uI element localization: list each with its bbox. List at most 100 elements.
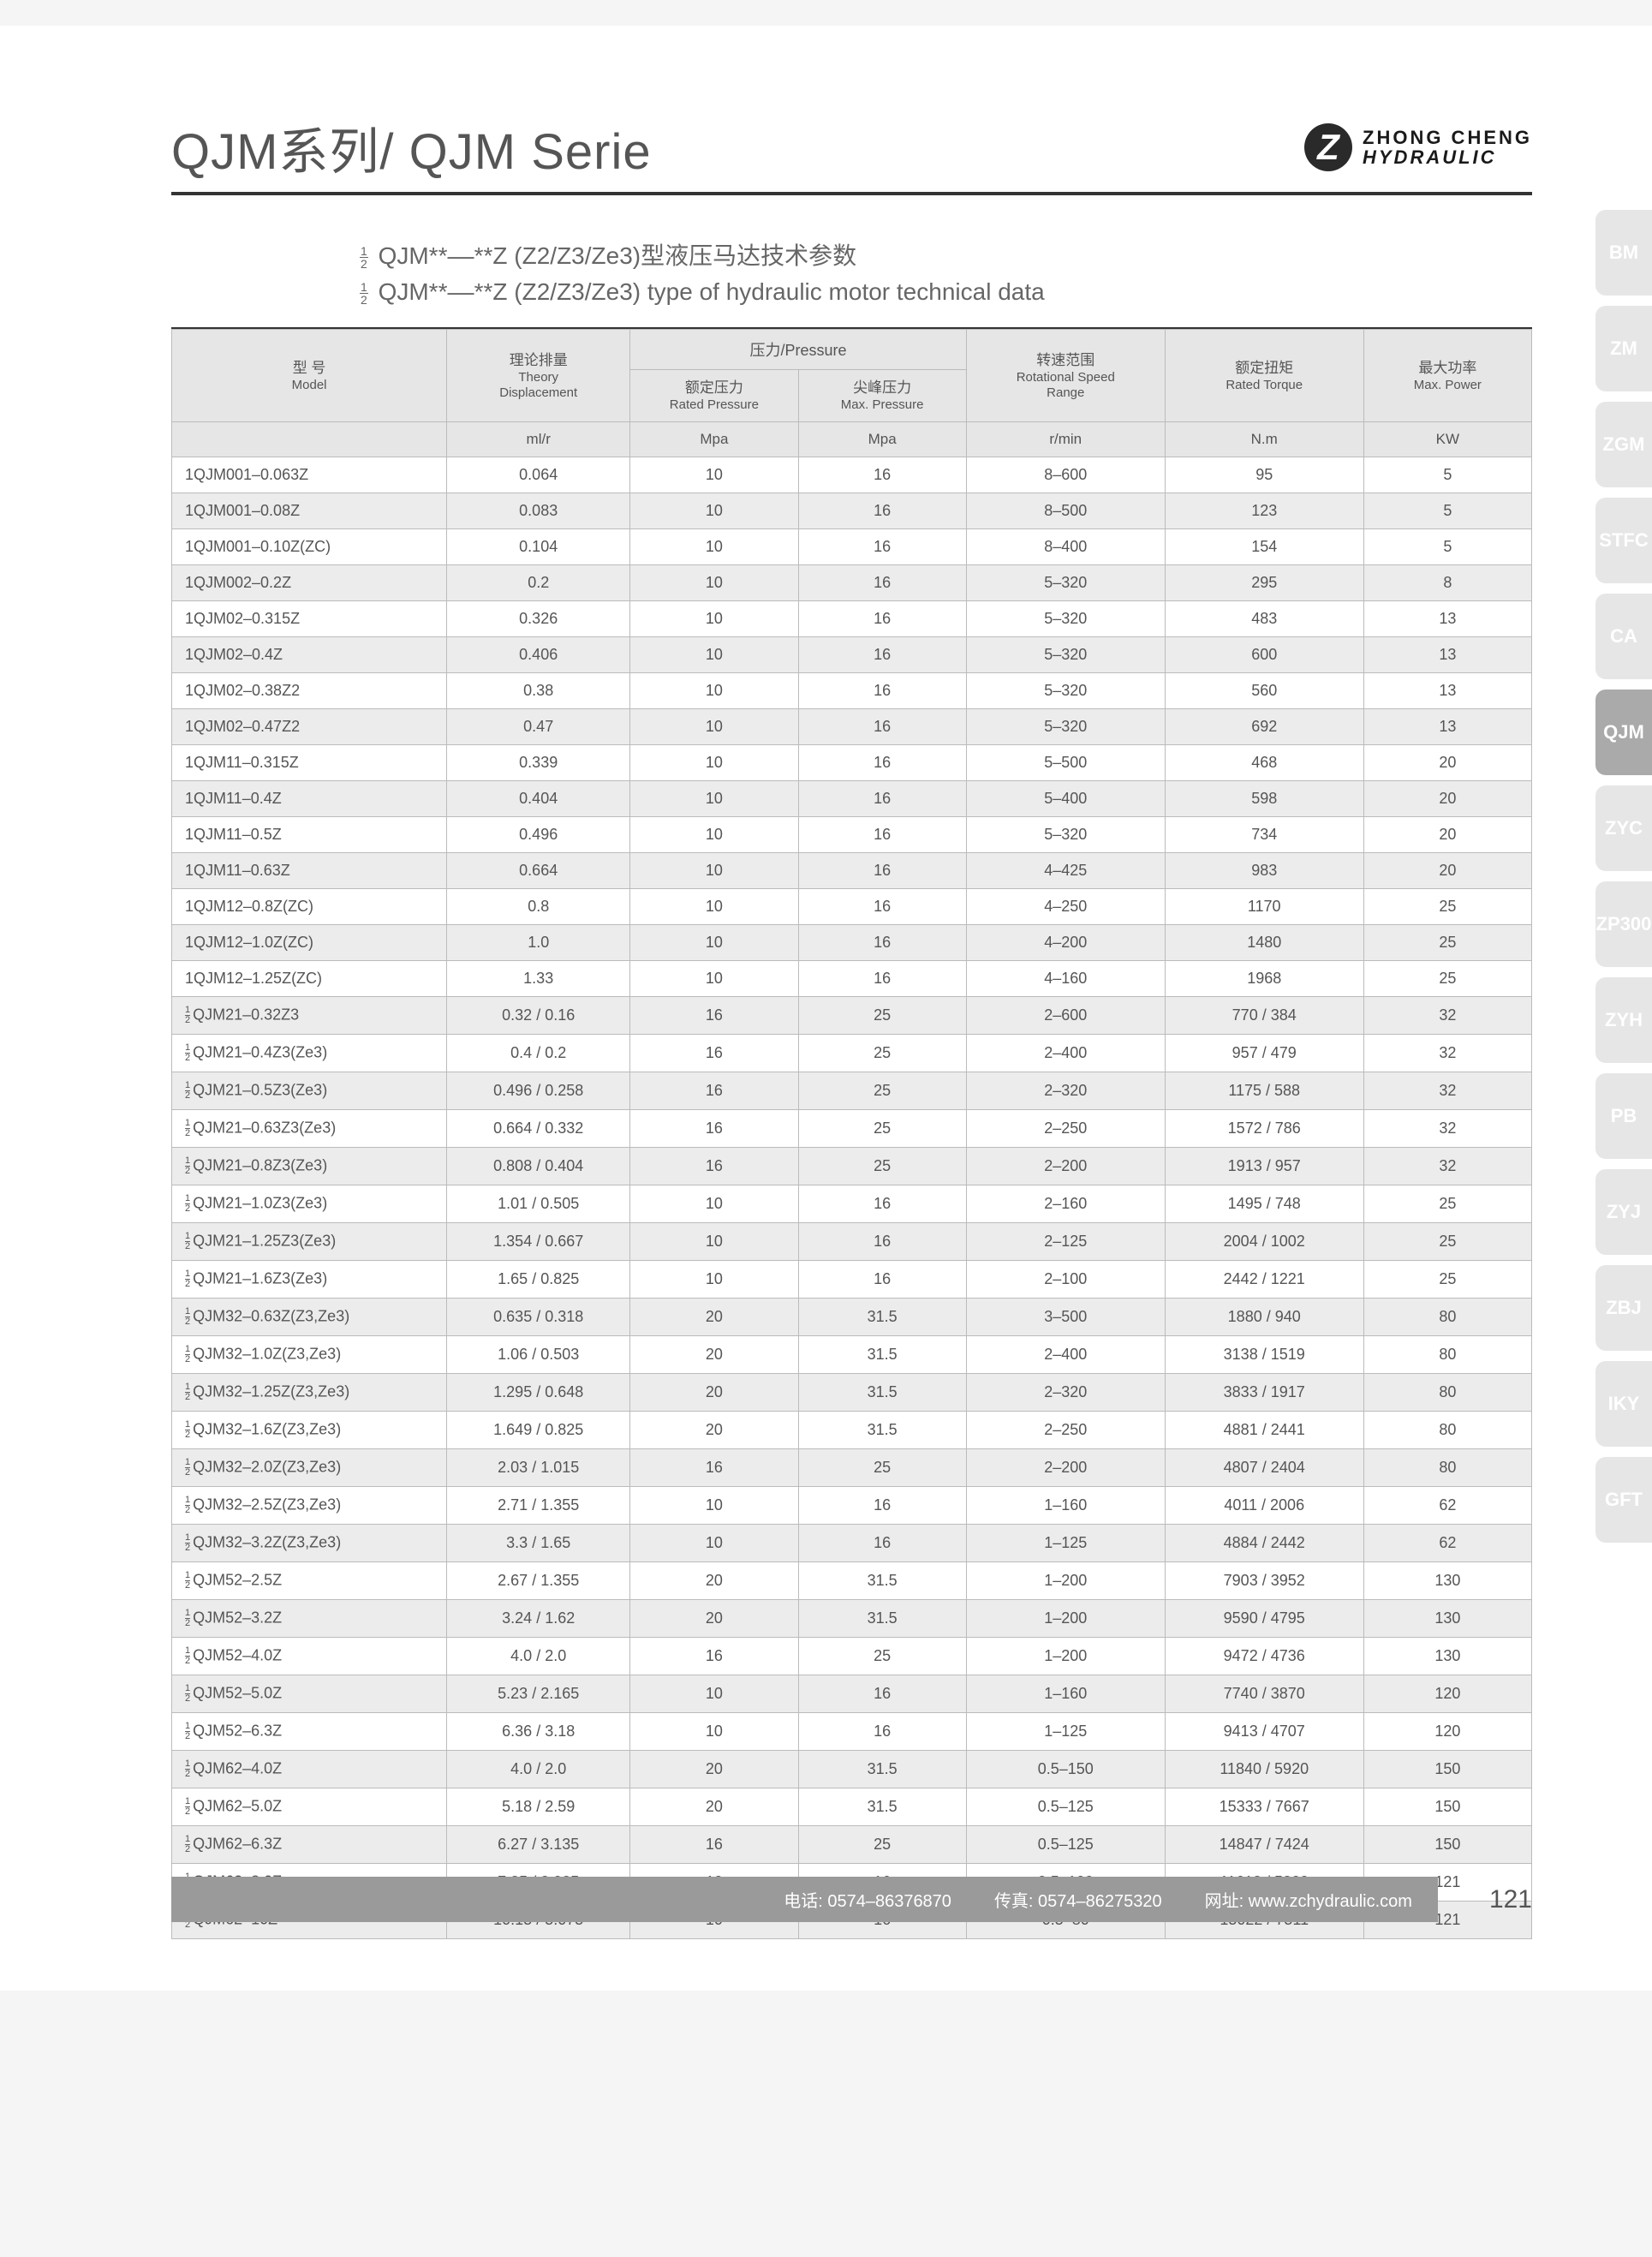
col-speed-cn: 转速范围	[972, 351, 1160, 370]
table-row: 12QJM62–6.3Z6.27 / 3.13516250.5–12514847…	[172, 1826, 1532, 1864]
cell-power: 25	[1363, 1223, 1531, 1261]
table-row: 1QJM02–0.47Z20.4710165–32069213	[172, 709, 1532, 745]
side-tab-zyh[interactable]: ZYH	[1595, 977, 1652, 1063]
cell-model: 12QJM52–5.0Z	[172, 1675, 447, 1713]
cell-power: 13	[1363, 637, 1531, 673]
side-tab-ca[interactable]: CA	[1595, 594, 1652, 679]
cell-disp: 1.06 / 0.503	[447, 1336, 630, 1374]
cell-speed: 8–400	[966, 529, 1165, 565]
cell-rp: 10	[630, 889, 798, 925]
side-tab-zbj[interactable]: ZBJ	[1595, 1265, 1652, 1351]
cell-power: 13	[1363, 601, 1531, 637]
cell-torque: 3833 / 1917	[1165, 1374, 1363, 1412]
side-tab-bm[interactable]: BM	[1595, 210, 1652, 296]
side-tab-zyj[interactable]: ZYJ	[1595, 1169, 1652, 1255]
unit-speed: r/min	[966, 422, 1165, 457]
cell-speed: 2–200	[966, 1449, 1165, 1487]
fraction-label: 12	[185, 1382, 190, 1402]
cell-rp: 20	[630, 1751, 798, 1788]
data-table-wrap: 型 号 Model 理论排量 Theory Displacement 压力/Pr…	[171, 327, 1532, 1939]
col-max-p-en: Max. Pressure	[804, 397, 961, 413]
cell-power: 32	[1363, 1072, 1531, 1110]
cell-power: 20	[1363, 817, 1531, 853]
side-tab-qjm[interactable]: QJM	[1595, 690, 1652, 775]
cell-torque: 483	[1165, 601, 1363, 637]
cell-power: 13	[1363, 673, 1531, 709]
subtitle-line-1: 12 QJM**––**Z (Z2/Z3/Ze3)型液压马达技术参数	[360, 238, 1532, 274]
cell-model: 12QJM32–2.0Z(Z3,Ze3)	[172, 1449, 447, 1487]
table-row: 1QJM001–0.10Z(ZC)0.10410168–4001545	[172, 529, 1532, 565]
cell-disp: 4.0 / 2.0	[447, 1638, 630, 1675]
col-power-cn: 最大功率	[1369, 359, 1526, 378]
cell-speed: 2–250	[966, 1110, 1165, 1148]
cell-disp: 1.01 / 0.505	[447, 1185, 630, 1223]
side-tab-pb[interactable]: PB	[1595, 1073, 1652, 1159]
cell-torque: 1480	[1165, 925, 1363, 961]
col-disp-cn: 理论排量	[452, 351, 624, 370]
cell-power: 130	[1363, 1562, 1531, 1600]
cell-disp: 0.32 / 0.16	[447, 997, 630, 1035]
fraction-label: 12	[185, 1571, 190, 1591]
cell-model: 12QJM21–0.4Z3(Ze3)	[172, 1035, 447, 1072]
table-row: 12QJM32–2.5Z(Z3,Ze3)2.71 / 1.35510161–16…	[172, 1487, 1532, 1525]
fraction-label: 12	[185, 1646, 190, 1666]
side-tab-stfc[interactable]: STFC	[1595, 498, 1652, 583]
cell-disp: 0.406	[447, 637, 630, 673]
col-max-p-cn: 尖峰压力	[804, 379, 961, 397]
table-row: 12QJM32–1.0Z(Z3,Ze3)1.06 / 0.5032031.52–…	[172, 1336, 1532, 1374]
cell-disp: 0.664 / 0.332	[447, 1110, 630, 1148]
cell-torque: 983	[1165, 853, 1363, 889]
fraction-label: 12	[185, 1420, 190, 1440]
cell-power: 25	[1363, 1261, 1531, 1299]
cell-torque: 734	[1165, 817, 1363, 853]
cell-disp: 2.67 / 1.355	[447, 1562, 630, 1600]
side-tab-zp300[interactable]: ZP300	[1595, 881, 1652, 967]
cell-rp: 10	[630, 1223, 798, 1261]
cell-disp: 1.295 / 0.648	[447, 1374, 630, 1412]
brand-line-2: HYDRAULIC	[1363, 147, 1532, 167]
side-tab-zm[interactable]: ZM	[1595, 306, 1652, 391]
cell-mp: 16	[798, 853, 966, 889]
cell-power: 120	[1363, 1675, 1531, 1713]
cell-speed: 2–200	[966, 1148, 1165, 1185]
cell-torque: 154	[1165, 529, 1363, 565]
cell-torque: 692	[1165, 709, 1363, 745]
cell-disp: 1.0	[447, 925, 630, 961]
table-row: 12QJM32–1.25Z(Z3,Ze3)1.295 / 0.6482031.5…	[172, 1374, 1532, 1412]
table-row: 1QJM11–0.5Z0.49610165–32073420	[172, 817, 1532, 853]
cell-power: 32	[1363, 1110, 1531, 1148]
side-tab-gft[interactable]: GFT	[1595, 1457, 1652, 1543]
fraction-label: 12	[185, 1307, 190, 1327]
cell-speed: 0.5–125	[966, 1788, 1165, 1826]
cell-disp: 0.496 / 0.258	[447, 1072, 630, 1110]
cell-mp: 16	[798, 529, 966, 565]
cell-disp: 1.33	[447, 961, 630, 997]
fraction-label: 12	[185, 1835, 190, 1854]
cell-speed: 2–320	[966, 1374, 1165, 1412]
cell-rp: 10	[630, 1713, 798, 1751]
cell-model: 12QJM21–0.32Z3	[172, 997, 447, 1035]
side-tab-zyc[interactable]: ZYC	[1595, 785, 1652, 871]
table-row: 1QJM001–0.063Z0.06410168–600955	[172, 457, 1532, 493]
cell-torque: 1170	[1165, 889, 1363, 925]
side-tab-zgm[interactable]: ZGM	[1595, 402, 1652, 487]
cell-model: 12QJM21–0.5Z3(Ze3)	[172, 1072, 447, 1110]
footer-bar: 电话: 0574–86376870 传真: 0574–86275320 网址: …	[171, 1877, 1438, 1922]
cell-power: 25	[1363, 1185, 1531, 1223]
cell-model: 1QJM12–1.0Z(ZC)	[172, 925, 447, 961]
cell-mp: 16	[798, 601, 966, 637]
cell-rp: 20	[630, 1788, 798, 1826]
col-power-en: Max. Power	[1369, 378, 1526, 393]
cell-speed: 1–160	[966, 1675, 1165, 1713]
cell-disp: 0.808 / 0.404	[447, 1148, 630, 1185]
cell-rp: 10	[630, 673, 798, 709]
side-tab-iky[interactable]: IKY	[1595, 1361, 1652, 1447]
cell-torque: 600	[1165, 637, 1363, 673]
cell-model: 12QJM32–3.2Z(Z3,Ze3)	[172, 1525, 447, 1562]
fraction-label: 12	[185, 1496, 190, 1515]
cell-model: 12QJM32–1.6Z(Z3,Ze3)	[172, 1412, 447, 1449]
cell-torque: 4011 / 2006	[1165, 1487, 1363, 1525]
cell-speed: 5–320	[966, 601, 1165, 637]
cell-torque: 9413 / 4707	[1165, 1713, 1363, 1751]
cell-mp: 16	[798, 709, 966, 745]
